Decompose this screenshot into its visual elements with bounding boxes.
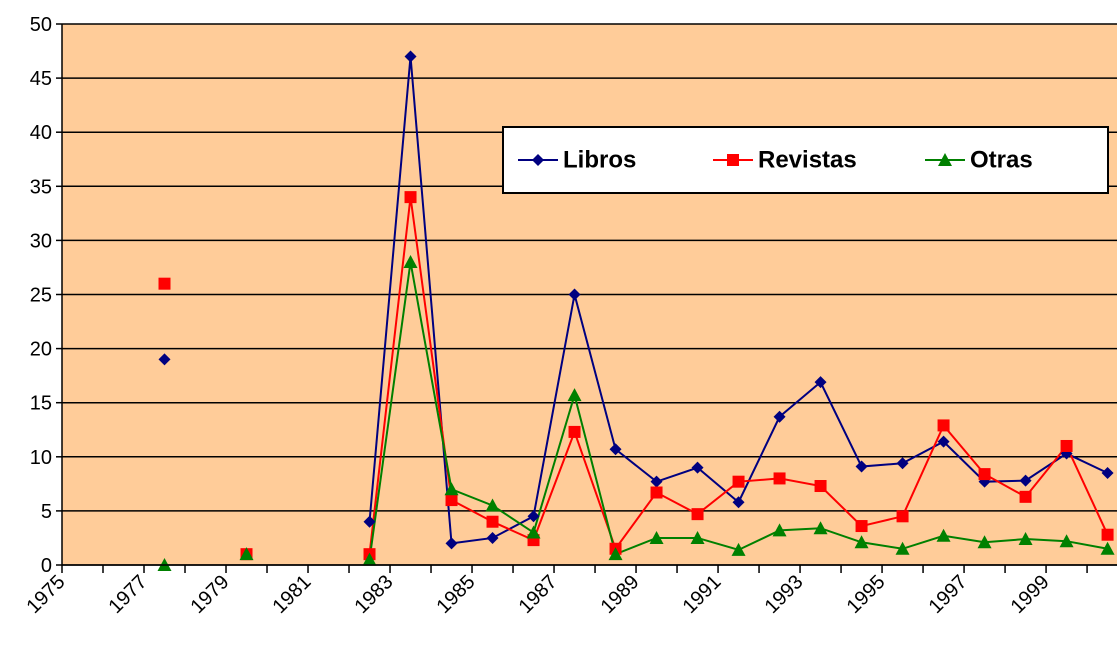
- y-tick-label: 45: [30, 68, 52, 90]
- marker: [937, 435, 950, 448]
- marker: [814, 480, 827, 493]
- marker: [1019, 490, 1032, 503]
- marker: [486, 515, 499, 528]
- marker: [158, 277, 171, 290]
- x-tick-label: 1977: [105, 571, 152, 618]
- marker: [732, 496, 745, 509]
- marker: [978, 468, 991, 481]
- marker: [445, 537, 458, 550]
- marker: [444, 482, 459, 496]
- marker: [363, 515, 376, 528]
- y-tick-label: 40: [30, 122, 52, 144]
- x-tick-label: 1997: [925, 571, 972, 618]
- marker: [527, 510, 540, 523]
- marker: [568, 288, 581, 301]
- x-tick-label: 1993: [761, 571, 808, 618]
- y-tick-label: 15: [30, 393, 52, 415]
- marker: [977, 535, 992, 549]
- marker: [526, 525, 541, 539]
- marker: [1101, 467, 1114, 480]
- marker: [854, 535, 869, 549]
- legend: Libros Revistas Otras: [502, 126, 1109, 194]
- y-tick-label: 25: [30, 285, 52, 307]
- marker: [1019, 474, 1032, 487]
- marker: [1060, 439, 1073, 452]
- x-tick-label: 1983: [351, 571, 398, 618]
- x-tick-label: 1987: [515, 571, 562, 618]
- marker: [896, 457, 909, 470]
- marks: [62, 23, 1117, 571]
- marker: [1100, 541, 1115, 555]
- marker: [403, 255, 418, 269]
- marker: [485, 498, 500, 512]
- marker: [608, 547, 623, 561]
- marker: [813, 521, 828, 535]
- y-tick-label: 10: [30, 447, 52, 469]
- x-tick-label: 1995: [843, 571, 890, 618]
- y-tick-label: 20: [30, 339, 52, 361]
- marker: [1101, 528, 1114, 541]
- marker: [568, 425, 581, 438]
- x-tick-label: 1985: [433, 571, 480, 618]
- x-tick-label: 1979: [187, 571, 234, 618]
- marker: [532, 154, 544, 166]
- marker: [404, 191, 417, 204]
- marker: [1059, 534, 1074, 548]
- marker: [938, 153, 952, 166]
- marker: [772, 523, 787, 537]
- marker: [896, 510, 909, 523]
- y-tick-label: 30: [30, 230, 52, 252]
- x-tick-label: 1999: [1007, 571, 1054, 618]
- marker: [486, 531, 499, 544]
- marker: [567, 388, 582, 402]
- marker: [609, 443, 622, 456]
- x-tick-label: 1981: [269, 571, 316, 618]
- marker: [404, 50, 417, 63]
- marker: [855, 460, 868, 473]
- legend-box: [502, 126, 1109, 194]
- legend-label: Otras: [970, 146, 1033, 173]
- y-tick-label: 50: [30, 14, 52, 36]
- x-tick-label: 1975: [23, 571, 70, 618]
- y-tick-label: 0: [41, 555, 52, 577]
- marker: [691, 461, 704, 474]
- marker: [691, 508, 704, 521]
- marker: [690, 530, 705, 544]
- marker: [362, 552, 377, 566]
- marker: [937, 419, 950, 432]
- y-tick-label: 35: [30, 176, 52, 198]
- marker: [773, 472, 786, 485]
- marker: [814, 376, 827, 389]
- marker: [239, 547, 254, 561]
- y-tick-label: 5: [41, 501, 52, 523]
- marker: [895, 541, 910, 555]
- marker: [731, 542, 746, 556]
- marker: [650, 486, 663, 499]
- marker: [1018, 532, 1033, 546]
- marker: [727, 154, 739, 166]
- marker: [650, 475, 663, 488]
- marker: [158, 353, 171, 366]
- marker: [445, 494, 458, 507]
- marker: [732, 475, 745, 488]
- marker: [936, 528, 951, 542]
- x-tick-label: 1989: [597, 571, 644, 618]
- legend-label: Revistas: [758, 146, 857, 173]
- x-tick-label: 1991: [679, 571, 726, 618]
- legend-label: Libros: [563, 146, 636, 173]
- marker: [773, 410, 786, 423]
- marker: [649, 530, 664, 544]
- marker: [855, 520, 868, 533]
